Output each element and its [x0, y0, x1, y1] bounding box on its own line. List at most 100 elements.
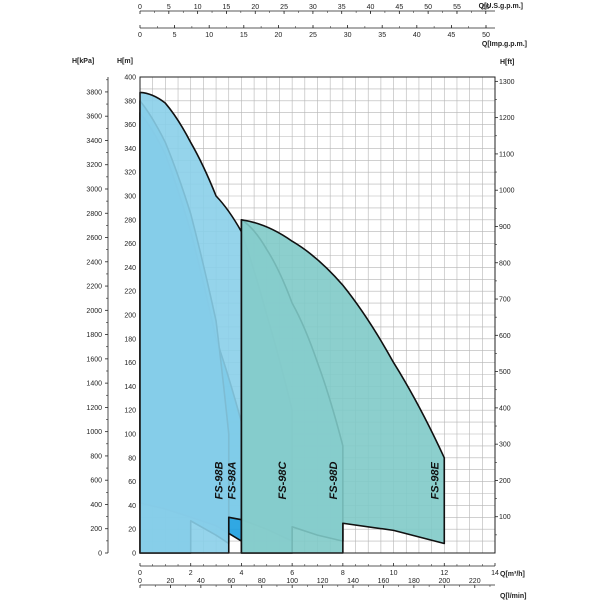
- q-lmin-tick-label: 80: [258, 578, 266, 585]
- q-lmin-tick-label: 20: [167, 578, 175, 585]
- q-usgpm-tick-label: 50: [424, 4, 432, 11]
- h-m-tick-label: 340: [124, 146, 136, 153]
- h-kpa-tick-label: 600: [90, 478, 102, 485]
- h-ft-tick-label: 100: [499, 514, 511, 521]
- h-kpa-tick-label: 2000: [86, 308, 102, 315]
- q-lmin-tick-label: 100: [286, 578, 298, 585]
- h-m-tick-label: 180: [124, 336, 136, 343]
- curve-label-fs-98a: FS-98A: [226, 461, 238, 499]
- h-kpa-tick-label: 2800: [86, 211, 102, 218]
- q-impgpm-axis-title: Q[Imp.g.p.m.]: [482, 41, 527, 48]
- q-usgpm-tick-label: 5: [167, 4, 171, 11]
- h-ft-tick-label: 1300: [499, 79, 515, 86]
- q-m3h-tick-label: 10: [390, 570, 398, 577]
- h-m-tick-label: 160: [124, 360, 136, 367]
- h-m-tick-label: 300: [124, 194, 136, 201]
- h-m-tick-label: 80: [128, 455, 136, 462]
- h-ft-tick-label: 400: [499, 405, 511, 412]
- q-impgpm-tick-label: 35: [378, 32, 386, 39]
- h-kpa-tick-label: 2400: [86, 259, 102, 266]
- h-ft-tick-label: 700: [499, 297, 511, 304]
- h-kpa-tick-label: 2600: [86, 235, 102, 242]
- curve-label-fs-98c: FS-98C: [277, 460, 289, 499]
- q-impgpm-tick-label: 20: [275, 32, 283, 39]
- h-m-tick-label: 380: [124, 98, 136, 105]
- q-usgpm-tick-label: 40: [367, 4, 375, 11]
- h-kpa-tick-label: 800: [90, 453, 102, 460]
- q-impgpm-tick-label: 50: [482, 32, 490, 39]
- h-ft-tick-label: 300: [499, 442, 511, 449]
- q-impgpm-tick-label: 30: [344, 32, 352, 39]
- h-kpa-tick-label: 3000: [86, 186, 102, 193]
- q-usgpm-axis-title: Q[U.S.g.p.m.]: [479, 3, 523, 10]
- frame-layer: [105, 10, 498, 588]
- q-usgpm-tick-label: 20: [251, 4, 259, 11]
- q-impgpm-tick-label: 5: [173, 32, 177, 39]
- q-lmin-tick-label: 220: [469, 578, 481, 585]
- h-m-tick-label: 60: [128, 479, 136, 486]
- h-kpa-tick-label: 200: [90, 526, 102, 533]
- q-usgpm-tick-label: 10: [194, 4, 202, 11]
- curve-label-fs-98b: FS-98B: [214, 461, 226, 499]
- curve-area-fs-98e: [240, 219, 446, 554]
- h-m-axis-title: H[m]: [117, 58, 133, 65]
- h-m-tick-label: 40: [128, 503, 136, 510]
- h-m-tick-label: 20: [128, 527, 136, 534]
- q-m3h-tick-label: 12: [440, 570, 448, 577]
- h-kpa-tick-label: 3200: [86, 162, 102, 169]
- q-impgpm-tick-label: 10: [205, 32, 213, 39]
- q-m3h-tick-label: 14: [491, 570, 499, 577]
- h-kpa-tick-label: 1000: [86, 429, 102, 436]
- h-kpa-tick-label: 3800: [86, 89, 102, 96]
- h-kpa-tick-label: 3600: [86, 114, 102, 121]
- q-impgpm-tick-label: 0: [138, 32, 142, 39]
- area-layer: [139, 91, 446, 554]
- h-m-tick-label: 260: [124, 241, 136, 248]
- q-usgpm-tick-label: 25: [280, 4, 288, 11]
- curve-label-fs-98d: FS-98D: [328, 461, 340, 499]
- q-m3h-axis-title: Q[m³/h]: [500, 571, 525, 578]
- h-kpa-tick-label: 3400: [86, 138, 102, 145]
- q-lmin-tick-label: 40: [197, 578, 205, 585]
- q-lmin-tick-label: 60: [227, 578, 235, 585]
- q-usgpm-tick-label: 30: [309, 4, 317, 11]
- h-m-tick-label: 100: [124, 432, 136, 439]
- q-lmin-tick-label: 200: [438, 578, 450, 585]
- q-m3h-tick-label: 0: [138, 570, 142, 577]
- h-ft-axis-title: H[ft]: [500, 59, 514, 66]
- h-m-tick-label: 0: [132, 551, 136, 558]
- q-usgpm-tick-label: 60: [482, 4, 490, 11]
- h-ft-tick-label: 1100: [499, 151, 514, 158]
- h-m-tick-label: 120: [124, 408, 136, 415]
- h-ft-tick-label: 600: [499, 333, 511, 340]
- h-ft-tick-label: 1200: [499, 115, 515, 122]
- plot-frame: [139, 76, 496, 554]
- q-impgpm-tick-label: 15: [240, 32, 248, 39]
- h-m-tick-label: 320: [124, 170, 136, 177]
- h-m-tick-label: 220: [124, 289, 136, 296]
- q-lmin-tick-label: 160: [378, 578, 390, 585]
- h-kpa-tick-label: 1800: [86, 332, 102, 339]
- q-m3h-tick-label: 4: [239, 570, 243, 577]
- q-lmin-tick-label: 140: [347, 578, 359, 585]
- h-ft-tick-label: 1000: [499, 188, 515, 195]
- h-m-tick-label: 200: [124, 313, 136, 320]
- h-kpa-tick-label: 1400: [86, 381, 102, 388]
- h-kpa-tick-label: 400: [90, 502, 102, 509]
- q-lmin-tick-label: 120: [317, 578, 329, 585]
- h-kpa-tick-label: 2200: [86, 284, 102, 291]
- q-m3h-tick-label: 6: [290, 570, 294, 577]
- h-ft-tick-label: 800: [499, 260, 511, 267]
- h-m-tick-label: 360: [124, 122, 136, 129]
- q-lmin-tick-label: 0: [138, 578, 142, 585]
- h-m-tick-label: 400: [124, 75, 136, 82]
- q-impgpm-tick-label: 45: [448, 32, 456, 39]
- q-m3h-tick-label: 8: [341, 570, 345, 577]
- h-kpa-tick-label: 0: [98, 551, 102, 558]
- h-kpa-tick-label: 1600: [86, 356, 102, 363]
- h-m-tick-label: 280: [124, 217, 136, 224]
- q-impgpm-tick-label: 40: [413, 32, 421, 39]
- h-kpa-axis-title: H[kPa]: [72, 58, 94, 65]
